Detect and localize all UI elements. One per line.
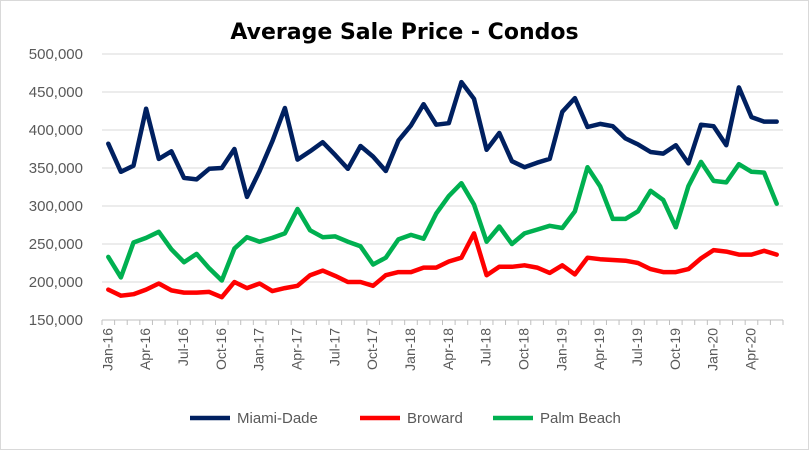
y-axis-tick-labels: 150,000 200,000 250,000 300,000 350,000 400,0…: [29, 46, 83, 329]
chart-title: Average Sale Price - Condos: [230, 20, 579, 45]
legend-label-broward: Broward: [407, 410, 463, 427]
x-tick-label: Jan-17: [251, 328, 267, 371]
x-tick-label: Oct-16: [213, 328, 229, 370]
y-tick-label: 200,000: [29, 274, 83, 291]
x-tick-label: Jan-20: [705, 328, 721, 371]
y-tick-label: 400,000: [29, 122, 83, 139]
gridlines: [102, 53, 783, 283]
y-tick-label: 150,000: [29, 312, 83, 329]
x-tick-label: Jul-18: [478, 328, 494, 366]
y-tick-label: 450,000: [29, 84, 83, 101]
series-lines: [106, 79, 779, 300]
x-tick-label: Jan-19: [553, 328, 569, 371]
x-tick-label: Oct-19: [667, 328, 683, 370]
x-tick-label: Oct-18: [515, 328, 531, 370]
x-axis: [101, 319, 784, 325]
x-tick-label: Jan-18: [402, 328, 418, 371]
x-tick-label: Jul-16: [175, 328, 191, 366]
y-tick-label: 250,000: [29, 236, 83, 253]
legend: Miami-Dade Broward Palm Beach: [190, 410, 621, 427]
legend-label-miami-dade: Miami-Dade: [237, 410, 318, 427]
x-tick-label: Apr-18: [440, 328, 456, 370]
x-tick-label: Apr-17: [288, 328, 304, 370]
x-tick-label: Jan-16: [99, 328, 115, 371]
x-tick-label: Apr-16: [137, 328, 153, 370]
series-line-miami-dade: [106, 79, 779, 200]
y-tick-label: 350,000: [29, 160, 83, 177]
legend-label-palm-beach: Palm Beach: [540, 410, 621, 427]
x-axis-tick-labels: Jan-16 Apr-16 Jul-16 Oct-16 Jan-17 Apr-17 Jul-…: [99, 328, 758, 371]
x-tick-label: Apr-20: [742, 328, 758, 370]
series-line-broward: [106, 231, 779, 300]
series-line-palm-beach: [106, 159, 779, 283]
y-tick-label: 500,000: [29, 46, 83, 63]
y-tick-label: 300,000: [29, 198, 83, 215]
x-tick-label: Apr-19: [591, 328, 607, 370]
x-tick-label: Jul-19: [629, 328, 645, 366]
x-tick-label: Jul-17: [326, 328, 342, 366]
x-tick-label: Oct-17: [364, 328, 380, 370]
